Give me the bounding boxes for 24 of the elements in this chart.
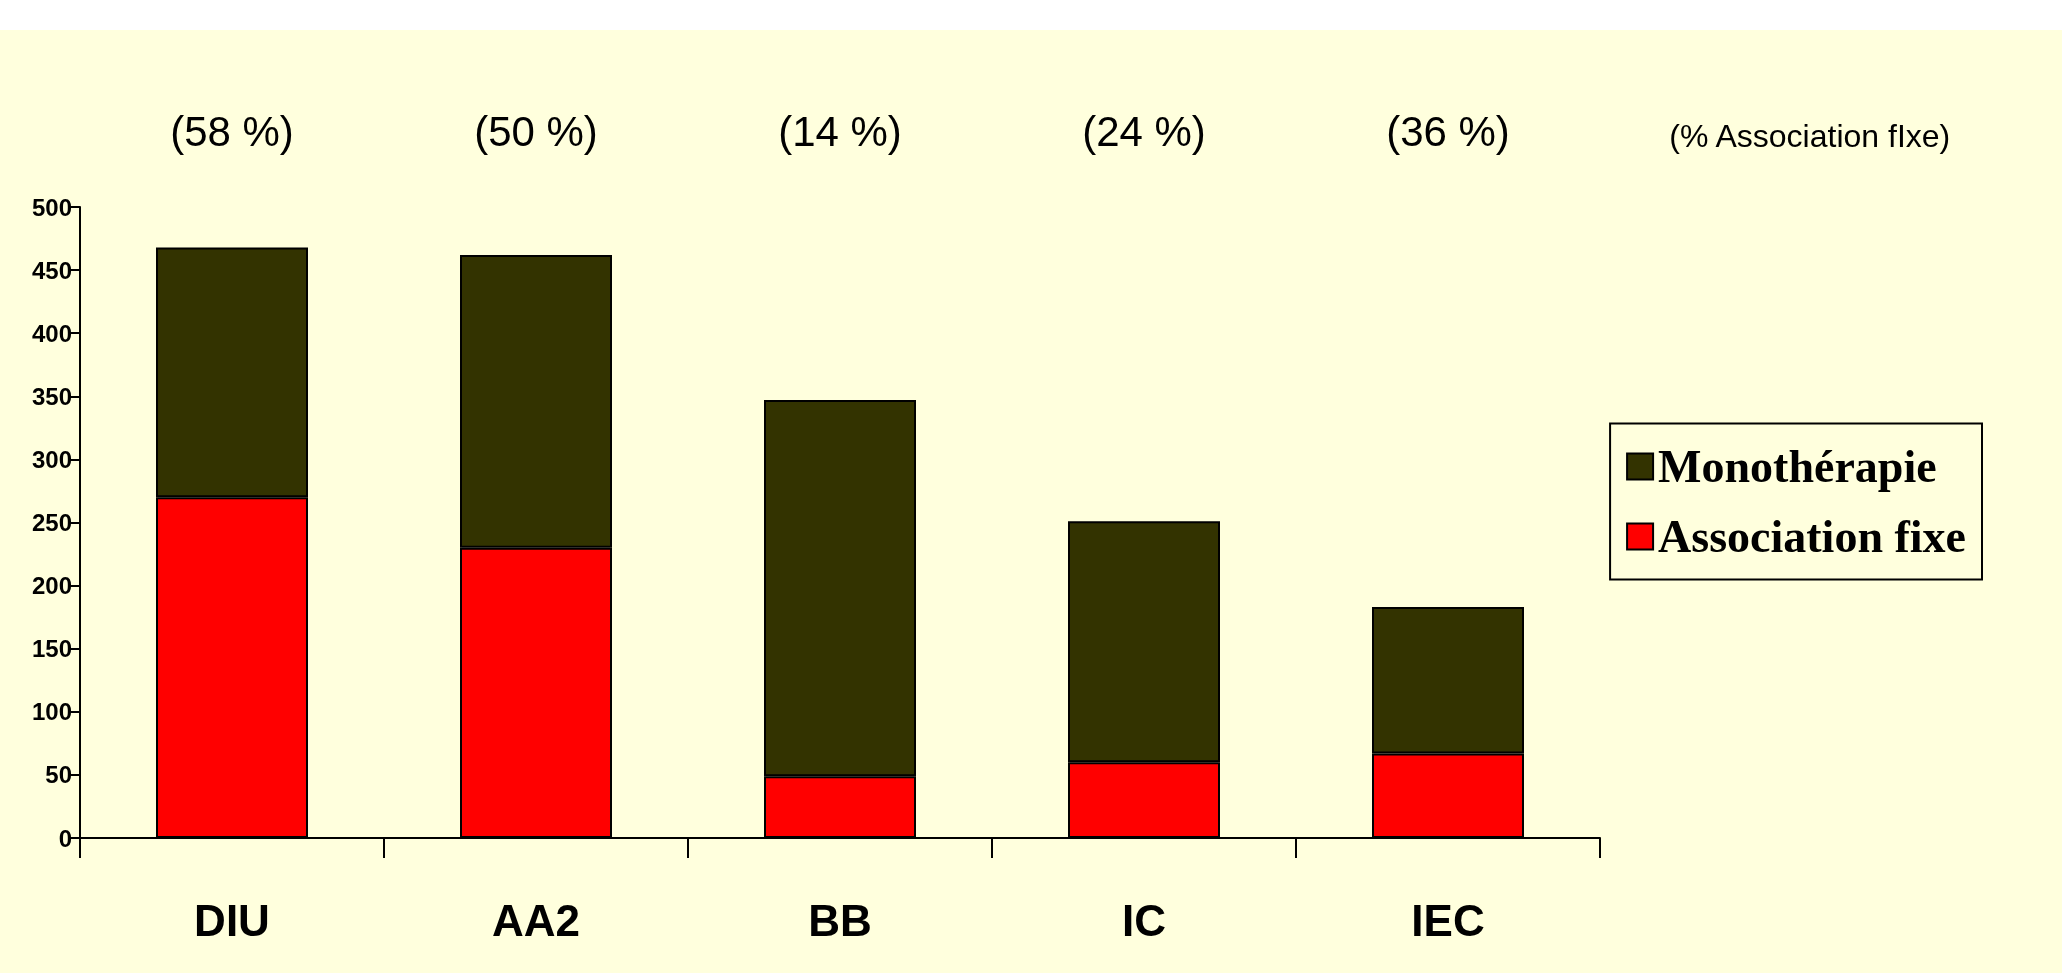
text: (36 %) bbox=[1386, 107, 1510, 155]
text: (58 %) bbox=[170, 107, 294, 155]
legend-label: Association fixe bbox=[1658, 511, 1966, 562]
text: (% Association fIxe) bbox=[1669, 118, 1951, 154]
x-tick-label: AA2 bbox=[491, 895, 581, 945]
y-tick-label: 450 bbox=[31, 256, 72, 284]
y-tick-label: 300 bbox=[31, 445, 72, 473]
x-tick-label: IC bbox=[1122, 895, 1166, 945]
y-tick-label: 250 bbox=[31, 509, 72, 536]
x-tick-label: DIU bbox=[194, 895, 270, 945]
x-tick-label: IEC bbox=[1411, 895, 1485, 945]
text: (50 %) bbox=[474, 107, 598, 155]
y-tick-label: 500 bbox=[31, 193, 72, 221]
text: (24 %) bbox=[1082, 107, 1206, 155]
y-tick-label: 400 bbox=[31, 319, 72, 347]
y-tick-label: 350 bbox=[31, 382, 72, 410]
text: (14 %) bbox=[778, 107, 902, 155]
x-tick-label: BB bbox=[808, 895, 872, 945]
y-tick-label: 200 bbox=[31, 572, 72, 600]
y-tick-label: 100 bbox=[31, 698, 72, 726]
y-tick-label: 50 bbox=[45, 761, 72, 789]
y-tick-label: 0 bbox=[58, 824, 72, 852]
y-tick-label: 150 bbox=[31, 635, 72, 663]
legend-label: Monothérapie bbox=[1658, 441, 1937, 492]
